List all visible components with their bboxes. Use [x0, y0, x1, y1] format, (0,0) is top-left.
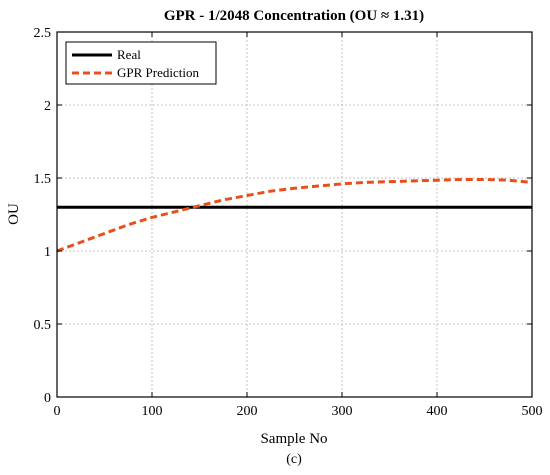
- x-tick-label: 100: [142, 404, 163, 419]
- x-axis-label: Sample No: [260, 431, 327, 447]
- y-tick-label: 1.5: [34, 172, 52, 187]
- y-axis-label: OU: [6, 203, 22, 225]
- y-tick-label: 2: [44, 99, 51, 114]
- x-tick-label: 400: [427, 404, 448, 419]
- legend-label-real: Real: [117, 47, 141, 62]
- legend-label-gpr-prediction: GPR Prediction: [117, 65, 199, 80]
- x-tick-label: 500: [522, 404, 543, 419]
- plot-frame: [56, 31, 533, 398]
- x-tick-label: 300: [332, 404, 353, 419]
- series-layer: [56, 177, 533, 253]
- y-tick-label: 2.5: [34, 26, 52, 41]
- y-tick-label: 1: [44, 245, 51, 260]
- y-tick-label: 0: [44, 391, 51, 406]
- grid-lines: [57, 32, 532, 397]
- x-tick-label: 0: [54, 404, 61, 419]
- series-line-gpr-prediction: [56, 177, 533, 253]
- figure-caption: (c): [286, 452, 302, 467]
- y-tick-label: 0.5: [34, 318, 52, 333]
- legend-box: [65, 41, 217, 85]
- chart-title: GPR - 1/2048 Concentration (OU ≈ 1.31): [164, 8, 424, 24]
- tick-labels: 0 100 200 300 400 500 0 0.5 1 1.5 2 2.5: [34, 26, 543, 419]
- x-tick-label: 200: [237, 404, 258, 419]
- legend: Real GPR Prediction: [65, 41, 217, 85]
